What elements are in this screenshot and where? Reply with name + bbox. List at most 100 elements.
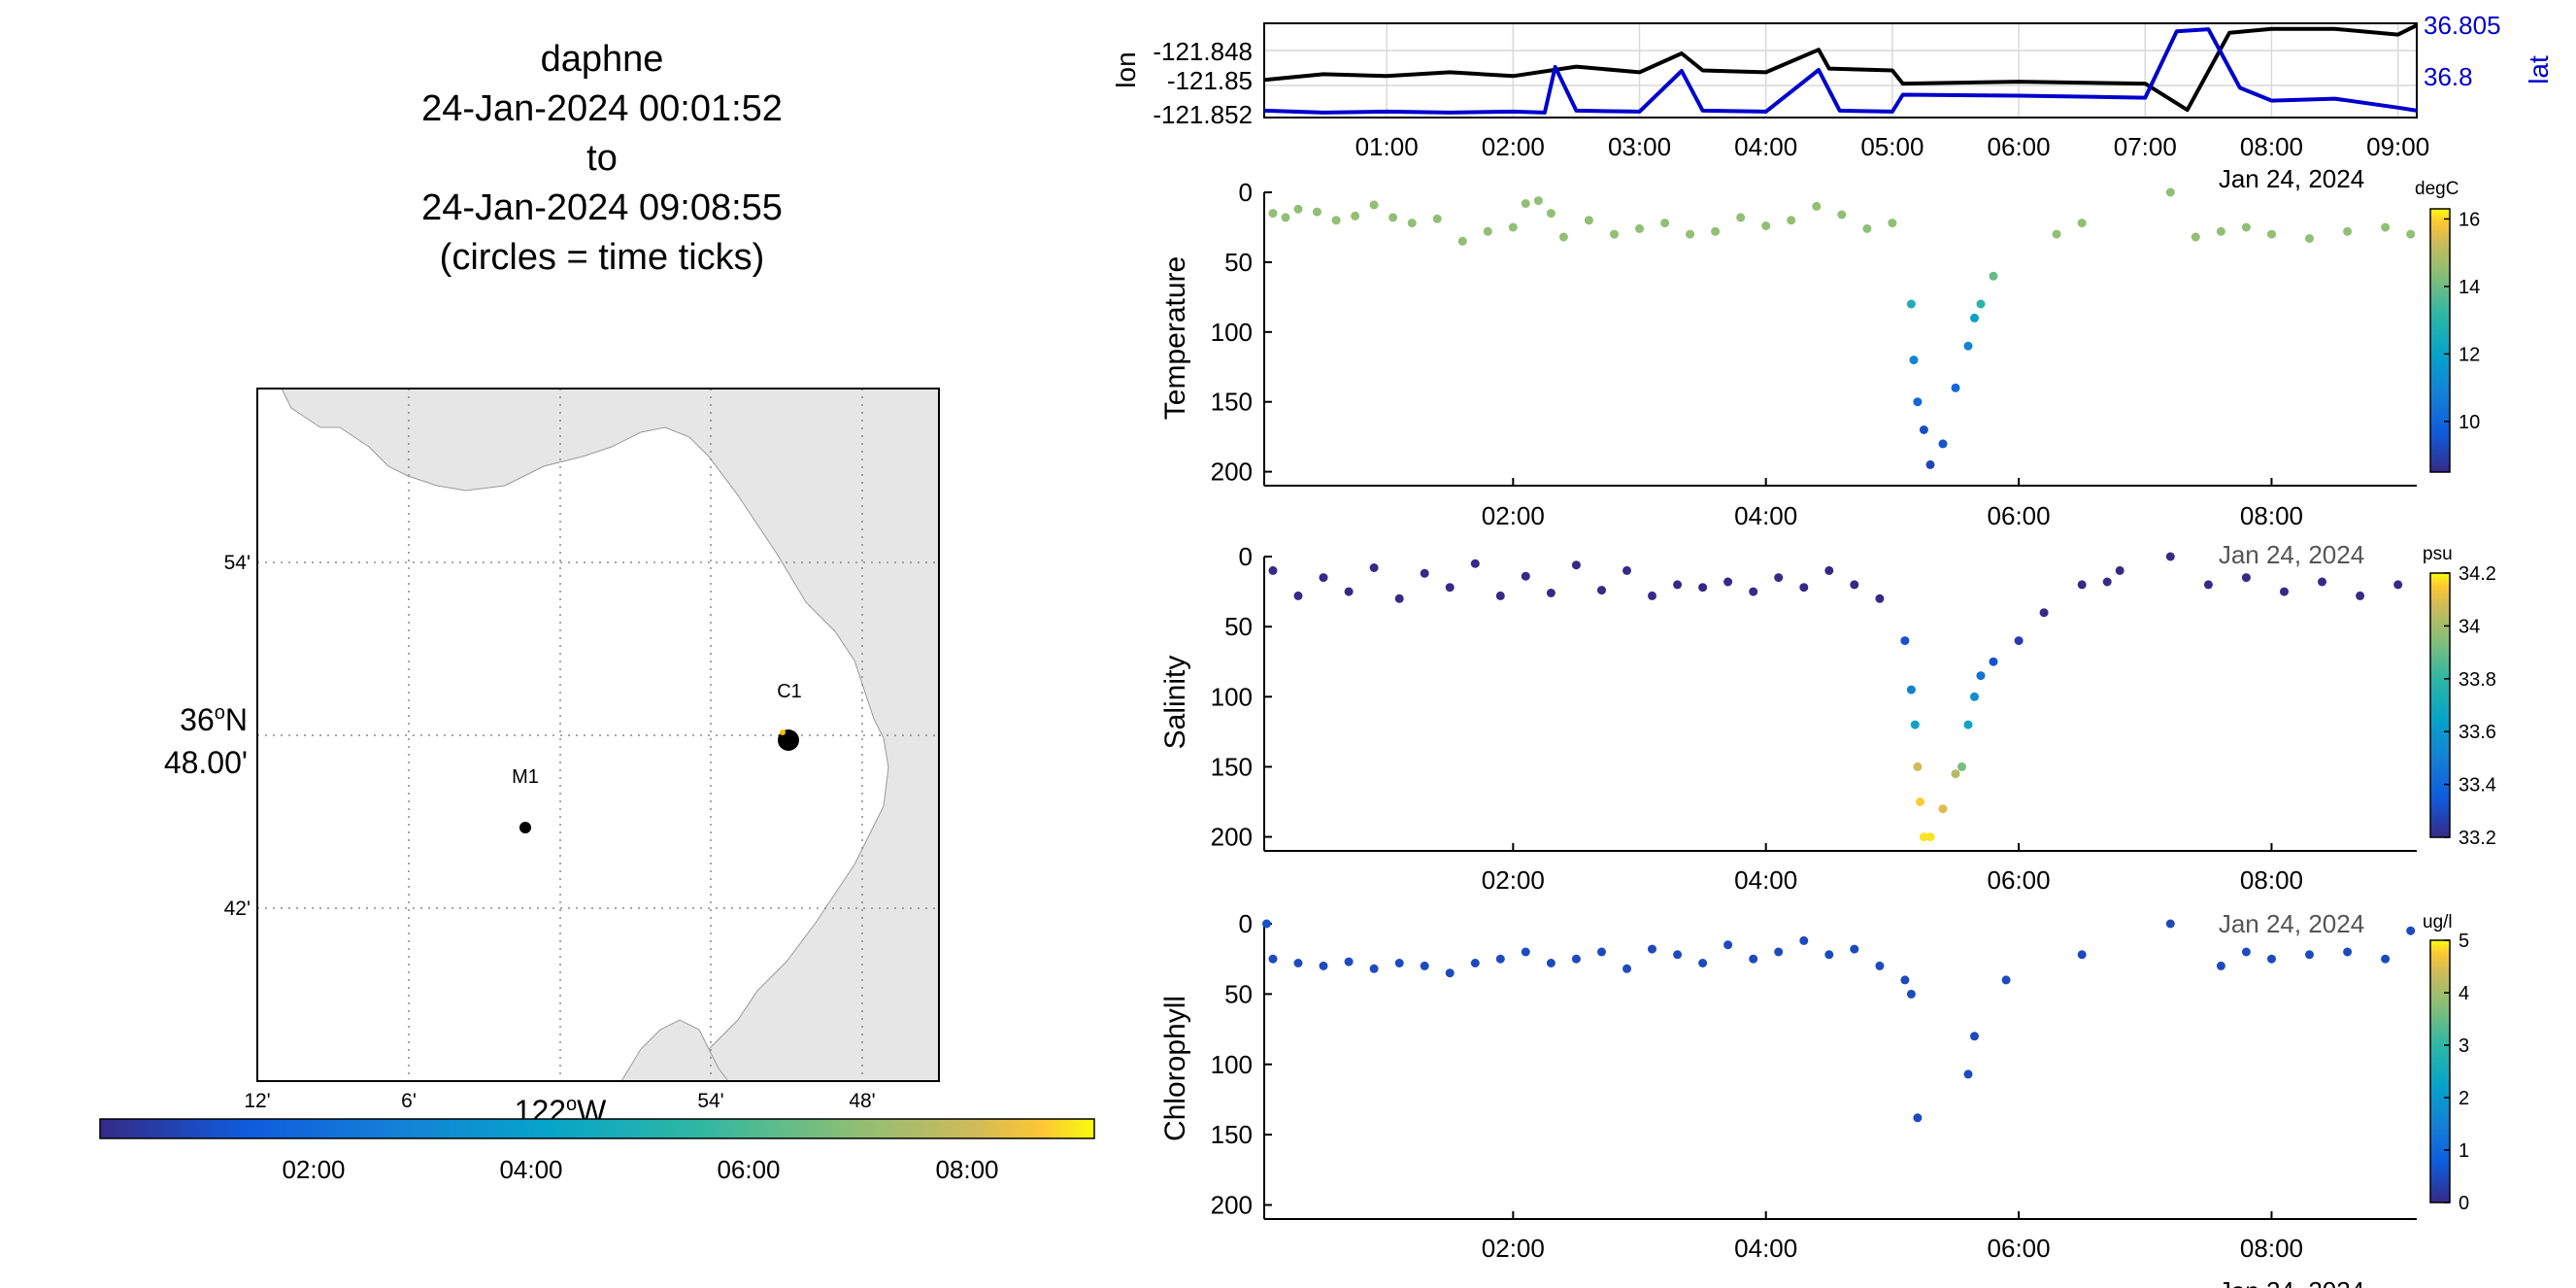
- salinity-point: [1875, 593, 1885, 603]
- chlorophyll-point: [1344, 957, 1354, 966]
- temperature-point: [2381, 222, 2391, 232]
- salinity-ytick: 100: [1211, 682, 1253, 711]
- chlorophyll-colorbar-tick: 1: [2459, 1140, 2469, 1162]
- chlorophyll-point: [1445, 968, 1455, 978]
- temperature-point: [1521, 199, 1530, 208]
- salinity-point: [2115, 565, 2124, 575]
- salinity-date-label: Jan 24, 2024: [2219, 540, 2364, 569]
- chlorophyll-xtick: 04:00: [1734, 1234, 1797, 1263]
- temperature-point: [1546, 209, 1556, 219]
- chlorophyll-point: [1799, 935, 1809, 945]
- salinity-point: [2203, 580, 2213, 590]
- temperature-point: [1686, 229, 1695, 239]
- temperature-point: [1963, 341, 1973, 351]
- chlorophyll-point: [1623, 964, 1631, 973]
- chlorophyll-ytick: 50: [1224, 979, 1253, 1008]
- salinity-point: [2393, 580, 2403, 590]
- chlorophyll-point: [1673, 950, 1683, 960]
- chlorophyll-ytick: 0: [1239, 909, 1253, 938]
- temperature-ytick: 0: [1239, 178, 1253, 207]
- chlorophyll-panel: Chlorophyll Jan 24, 2024 Jan 24, 2024 ug…: [1159, 909, 2469, 1288]
- temperature-point: [2343, 226, 2353, 236]
- salinity-point: [1850, 580, 1859, 590]
- temperature-point: [1508, 222, 1518, 232]
- chlorophyll-point: [1970, 1032, 1979, 1041]
- temperature-point: [1533, 196, 1543, 206]
- temperature-point: [1787, 216, 1796, 225]
- temperature-point: [2052, 229, 2061, 239]
- salinity-point: [1951, 769, 1960, 779]
- map-lon-tick-6: 6': [401, 1090, 417, 1112]
- chlorophyll-colorbar-tick: 4: [2459, 983, 2469, 1004]
- temperature-point: [1268, 209, 1278, 219]
- chlorophyll-point: [1521, 947, 1530, 957]
- temperature-point: [1281, 213, 1290, 222]
- temperature-point: [1293, 204, 1303, 214]
- temperature-point: [1331, 216, 1341, 225]
- salinity-point: [1521, 571, 1530, 581]
- position-date-label: Jan 24, 2024: [2219, 164, 2364, 193]
- position-ytick-left: -121.852: [1153, 100, 1253, 129]
- salinity-point: [1268, 565, 1278, 575]
- salinity-point: [1938, 804, 1948, 814]
- chlorophyll-point: [1319, 961, 1328, 970]
- salinity-point: [1824, 565, 1834, 575]
- position-panel: lon lat -121.848 -121.85 -121.852 36.805…: [1111, 11, 2554, 193]
- title-line-3: to: [586, 138, 618, 179]
- position-xtick: 06:00: [1988, 132, 2051, 161]
- temperature-colorbar: [2429, 208, 2451, 473]
- time-colorbar-tick: 08:00: [935, 1155, 998, 1184]
- temperature-point: [1925, 459, 1935, 469]
- salinity-xtick: 06:00: [1988, 865, 2051, 895]
- temperature-point: [1913, 397, 1923, 407]
- salinity-xtick: 04:00: [1734, 865, 1797, 895]
- temperature-ytick: 100: [1211, 318, 1253, 347]
- position-series-line-left: [1264, 23, 2419, 113]
- chlorophyll-colorbar-unit: ug/l: [2423, 912, 2453, 932]
- salinity-point: [1420, 568, 1429, 578]
- temperature-point: [1407, 219, 1417, 228]
- temperature-point: [1919, 425, 1928, 434]
- salinity-point: [1597, 586, 1606, 595]
- chlorophyll-point: [1824, 950, 1834, 960]
- salinity-colorbar-tick: 33.4: [2459, 775, 2496, 797]
- salinity-point: [2014, 636, 2024, 646]
- chlorophyll-point: [1571, 954, 1581, 964]
- chlorophyll-point: [1900, 975, 1910, 985]
- salinity-point: [1623, 565, 1631, 575]
- map-lat-tick-54: 54': [224, 552, 251, 574]
- chlorophyll-point: [1875, 961, 1885, 970]
- position-ytick-left: -121.85: [1167, 66, 1253, 95]
- chlorophyll-point: [1293, 959, 1303, 967]
- temperature-colorbar-unit: degC: [2415, 179, 2459, 199]
- chlorophyll-point: [1698, 959, 1708, 967]
- temperature-point: [1970, 313, 1979, 322]
- temperature-point: [2077, 219, 2087, 228]
- temperature-point: [1369, 200, 1379, 210]
- temperature-point: [1483, 226, 1492, 236]
- salinity-point: [1293, 591, 1303, 600]
- salinity-point: [1799, 583, 1809, 593]
- salinity-point: [2356, 591, 2365, 600]
- chlorophyll-colorbar-tick: 3: [2459, 1035, 2469, 1057]
- temperature-point: [1976, 299, 1986, 309]
- temperature-point: [2406, 229, 2416, 239]
- chlorophyll-date-label-bottom: Jan 24, 2024: [2219, 1276, 2364, 1288]
- temperature-point: [1313, 207, 1321, 217]
- position-series: [1264, 23, 2419, 115]
- position-xtick: 08:00: [2240, 132, 2303, 161]
- title-line-2: 24-Jan-2024 00:01:52: [421, 88, 783, 129]
- salinity-point: [1546, 589, 1556, 597]
- map-lat-tick-42: 42': [224, 898, 251, 920]
- temperature-point: [1711, 226, 1721, 236]
- map-lon-tick-54: 54': [697, 1090, 723, 1112]
- temperature-point: [1862, 223, 1872, 233]
- salinity-colorbar-tick: 33.6: [2459, 722, 2496, 743]
- salinity-point: [1571, 560, 1581, 570]
- salinity-point: [1495, 591, 1505, 600]
- salinity-panel: Salinity Jan 24, 2024 psu 0 50 100 150 200 02…: [1159, 540, 2496, 895]
- salinity-point: [1369, 563, 1379, 572]
- chlorophyll-colorbar: [2429, 939, 2451, 1203]
- temperature-point: [2305, 234, 2314, 243]
